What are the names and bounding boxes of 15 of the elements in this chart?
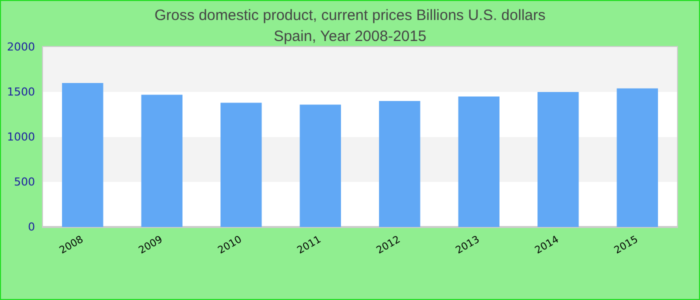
y-tick-label: 0 bbox=[28, 220, 35, 234]
chart-title: Gross domestic product, current prices Billions U.S. dollars bbox=[154, 7, 546, 24]
bar bbox=[300, 104, 341, 227]
bar bbox=[379, 101, 420, 227]
bar bbox=[538, 92, 579, 227]
y-tick-label: 1500 bbox=[7, 86, 35, 98]
bar bbox=[220, 102, 262, 227]
bar bbox=[458, 96, 500, 227]
bar bbox=[616, 88, 658, 227]
y-tick-label: 2000 bbox=[7, 40, 35, 54]
bar bbox=[62, 83, 104, 227]
y-tick-label: 500 bbox=[14, 176, 35, 188]
bar bbox=[141, 94, 182, 227]
chart-subtitle: Spain, Year 2008-2015 bbox=[274, 28, 426, 45]
y-tick-label: 1000 bbox=[7, 130, 35, 144]
